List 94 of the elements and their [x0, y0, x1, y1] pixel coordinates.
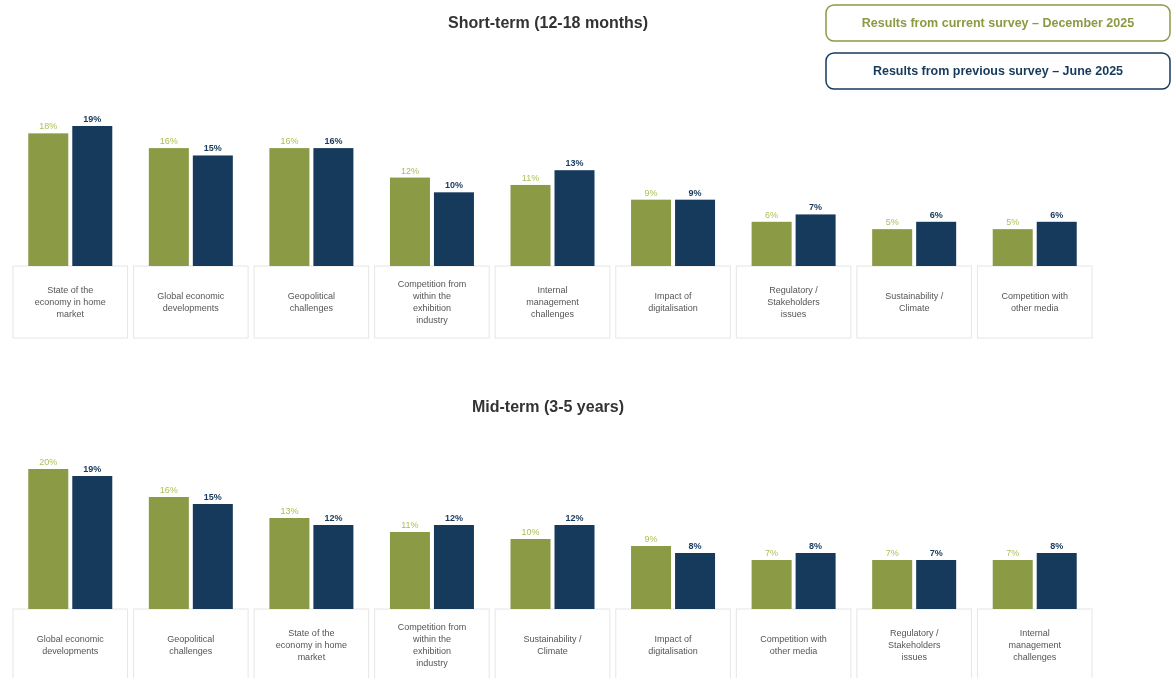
- x-tick-label: State of the economy in home market: [34, 285, 106, 319]
- data-label: 7%: [885, 548, 899, 558]
- bar: [795, 553, 836, 609]
- bar: [872, 229, 913, 266]
- data-label: 7%: [809, 202, 823, 213]
- bar: [1036, 221, 1077, 266]
- x-tick-label: Internal management challenges: [1008, 628, 1062, 662]
- data-label: 16%: [159, 485, 178, 495]
- data-label: 13%: [565, 158, 584, 169]
- data-label: 8%: [1050, 541, 1064, 551]
- bar: [313, 148, 354, 266]
- data-label: 13%: [280, 506, 299, 516]
- data-label: 7%: [1006, 548, 1020, 558]
- data-label: 9%: [688, 187, 702, 198]
- data-label: 12%: [400, 165, 419, 176]
- bar: [148, 497, 189, 609]
- bar: [510, 184, 551, 266]
- data-label: 9%: [644, 187, 658, 198]
- bar: [192, 155, 233, 266]
- x-tick-label: Competition from within the exhibition industry: [397, 622, 467, 668]
- data-label: 5%: [1006, 217, 1020, 228]
- bar: [554, 525, 595, 609]
- data-label: 20%: [39, 457, 58, 467]
- bar: [148, 148, 189, 266]
- data-label: 15%: [203, 143, 222, 154]
- bar: [751, 560, 792, 609]
- data-label: 12%: [324, 513, 343, 523]
- x-tick-label: Geopolitical challenges: [167, 634, 215, 656]
- x-tick-label: Sustainability / Climate: [885, 291, 944, 313]
- data-label: 16%: [159, 136, 178, 147]
- x-tick-label: Regulatory / Stakeholders issues: [767, 285, 821, 319]
- bar: [751, 221, 792, 266]
- data-label: 6%: [765, 209, 779, 220]
- bar: [313, 525, 354, 609]
- text: Results from previous survey – June 2025: [872, 64, 1124, 78]
- bar: [28, 133, 69, 266]
- data-label: 5%: [885, 217, 899, 228]
- text: Results from current survey – December 2025: [861, 16, 1135, 30]
- bar: [916, 560, 957, 609]
- bar: [192, 504, 233, 609]
- bar: [510, 539, 551, 609]
- bar: [872, 560, 913, 609]
- bar: [72, 476, 113, 609]
- x-tick-label: State of the economy in home market: [275, 628, 347, 662]
- bar: [28, 469, 69, 609]
- data-label: 10%: [444, 180, 463, 191]
- chart-title: Mid-term (3-5 years): [471, 398, 625, 415]
- x-tick-label: Sustainability / Climate: [523, 634, 583, 656]
- x-tick-label: Global economic developments: [36, 634, 105, 656]
- data-label: 16%: [280, 136, 299, 147]
- data-label: 18%: [39, 121, 58, 132]
- x-tick-label: Global economic developments: [157, 291, 225, 313]
- x-tick-label: Competition with other media: [760, 634, 827, 656]
- bar: [675, 199, 716, 266]
- x-tick-label: Internal management challenges: [526, 285, 580, 319]
- data-label: 19%: [83, 114, 102, 124]
- data-label: 6%: [1050, 209, 1064, 220]
- data-label: 16%: [324, 136, 343, 147]
- bar: [795, 214, 836, 266]
- data-label: 7%: [765, 548, 779, 558]
- data-label: 11%: [401, 520, 419, 530]
- data-label: 12%: [444, 513, 463, 523]
- x-tick-label: Geopolitical challenges: [287, 291, 335, 313]
- bar: [433, 525, 474, 609]
- chart-title: Short-term (12-18 months): [447, 14, 649, 31]
- bar: [916, 221, 957, 266]
- bar: [269, 148, 310, 266]
- x-tick-label: Regulatory / Stakeholders issues: [887, 628, 941, 662]
- bar: [675, 553, 716, 609]
- data-label: 10%: [521, 527, 540, 537]
- bar: [554, 170, 595, 266]
- data-label: 19%: [83, 464, 102, 474]
- bar: [269, 518, 310, 609]
- bar: [992, 560, 1033, 609]
- bar: [631, 199, 672, 266]
- data-label: 8%: [688, 541, 702, 551]
- x-tick-label: Competition with other media: [1001, 291, 1068, 313]
- data-label: 12%: [565, 513, 584, 523]
- data-label: 8%: [809, 541, 823, 551]
- data-label: 9%: [644, 534, 658, 544]
- bar: [992, 229, 1033, 266]
- data-label: 11%: [521, 172, 540, 183]
- x-tick-label: Impact of digitalisation: [648, 634, 698, 656]
- x-tick-label: Impact of digitalisation: [648, 291, 698, 313]
- x-tick-label: Competition from within the exhibition industry: [397, 279, 467, 325]
- bar: [433, 192, 474, 266]
- data-label: 6%: [929, 209, 943, 220]
- bar: [631, 546, 672, 609]
- bar: [389, 177, 430, 266]
- bar: [1036, 553, 1077, 609]
- data-label: 7%: [929, 548, 943, 558]
- data-label: 15%: [203, 492, 222, 502]
- bar: [389, 532, 430, 609]
- bar: [72, 126, 113, 266]
